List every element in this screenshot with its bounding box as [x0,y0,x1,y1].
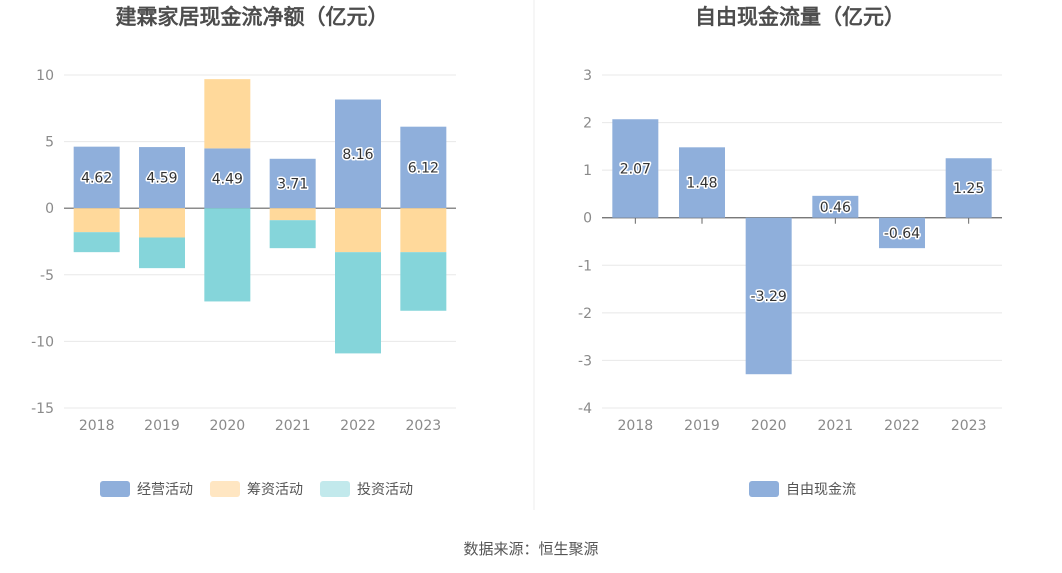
x-tick-label: 2019 [684,418,720,434]
y-tick-label: -1 [578,258,592,274]
free-cash-flow-legend[interactable]: 自由现金流 [749,481,856,498]
financing-bar [73,208,120,233]
operating-bar [269,158,316,209]
legend-item[interactable]: 投资活动 [320,481,413,498]
investing-bar [204,208,251,302]
x-tick-label: 2020 [751,418,787,434]
investing-bar [269,220,316,249]
operating-bar [204,148,251,209]
x-tick-label: 2019 [144,418,180,434]
legend-item[interactable]: 筹资活动 [210,481,303,498]
legend-swatch [749,481,779,497]
bar-data-label: 4.49 [212,171,243,187]
free-cash-flow-bar [745,217,792,375]
financing-bar [269,208,316,221]
free-cash-flow-chart-title: 自由现金流量（亿元） [695,5,905,29]
y-tick-label: -4 [578,401,592,417]
y-tick-label: 10 [36,68,54,84]
y-tick-label: 0 [45,201,54,217]
operating-bar [73,146,120,209]
cash-flow-chart: 建霖家居现金流净额（亿元） 10 5 0 -5 -10 -15 2018 2019 2020 20… [31,5,456,498]
y-tick-label: 3 [583,68,592,84]
financing-bar [335,208,381,253]
bar-data-label: 0.46 [820,200,851,216]
investing-bar [400,252,447,311]
y-tick-label: -5 [40,268,54,284]
x-tick-label: 2021 [818,418,854,434]
legend-swatch [320,481,350,497]
legend-item[interactable]: 经营活动 [100,481,193,498]
operating-bar [400,126,447,209]
bar-data-label: 1.48 [686,176,717,192]
free-cash-flow-bar [879,217,925,249]
free-cash-flow-data-labels: 2.07 1.48 -3.29 0.46 -0.64 1.25 [618,160,986,306]
x-tick-label: 2022 [884,418,920,434]
x-tick-label: 2023 [406,418,442,434]
data-source-note: 数据来源：恒生聚源 [463,540,599,558]
bar-data-label: -3.29 [751,289,787,305]
y-tick-label: 2 [583,116,592,132]
y-tick-label: -3 [578,353,592,369]
bar-data-label: 1.25 [953,181,984,197]
financing-bar [400,208,447,253]
y-tick-label: 1 [583,163,592,179]
free-cash-flow-bar [612,119,659,218]
y-tick-label: -10 [31,334,54,350]
x-tick-label: 2023 [951,418,987,434]
y-tick-label: 5 [45,135,54,151]
free-cash-flow-grid: 3 2 1 0 -1 -2 -3 -4 2018 2019 2020 2021 2022 2023 [578,68,1002,434]
legend-label: 投资活动 [357,482,413,498]
x-tick-label: 2021 [275,418,311,434]
cash-flow-data-labels: 4.62 4.59 4.49 3.71 8.16 6.12 [80,145,441,194]
cash-flow-grid: 10 5 0 -5 -10 -15 2018 2019 2020 2021 2022 2023 [31,68,456,434]
financing-bar [204,79,251,149]
legend-label: 经营活动 [137,482,193,498]
legend-swatch [100,481,130,497]
free-cash-flow-chart: 自由现金流量（亿元） 3 2 1 0 -1 -2 -3 -4 2018 2019 2020 2021 2… [578,5,1002,498]
financing-bar [139,208,185,238]
x-tick-label: 2020 [210,418,246,434]
cash-flow-legend[interactable]: 经营活动 筹资活动 投资活动 [100,481,413,498]
legend-label: 自由现金流 [786,482,856,498]
y-tick-label: -15 [31,401,54,417]
investing-bar [335,252,381,354]
investing-bar [73,232,120,253]
legend-swatch [210,481,240,497]
bar-data-label: 8.16 [342,147,373,163]
free-cash-flow-bar [679,147,725,218]
cash-flow-chart-title: 建霖家居现金流净额（亿元） [116,5,389,29]
legend-item[interactable]: 自由现金流 [749,481,856,498]
free-cash-flow-bar [945,158,992,218]
legend-label: 筹资活动 [247,481,303,498]
y-tick-label: 0 [583,211,592,227]
bar-data-label: 2.07 [620,161,651,177]
operating-bar [335,99,381,209]
free-cash-flow-bar [812,195,859,218]
bar-data-label: 4.59 [146,171,177,187]
x-tick-label: 2022 [340,418,376,434]
cash-flow-bars [73,79,447,354]
free-cash-flow-bars [612,119,992,375]
bar-data-label: 3.71 [277,176,308,192]
y-tick-label: -2 [578,306,592,322]
investing-bar [139,237,185,269]
bar-data-label: 6.12 [408,160,439,176]
bar-data-label: -0.64 [884,226,920,242]
bar-data-label: 4.62 [81,170,112,186]
x-tick-label: 2018 [79,418,115,434]
x-tick-label: 2018 [618,418,654,434]
operating-bar [139,147,185,209]
